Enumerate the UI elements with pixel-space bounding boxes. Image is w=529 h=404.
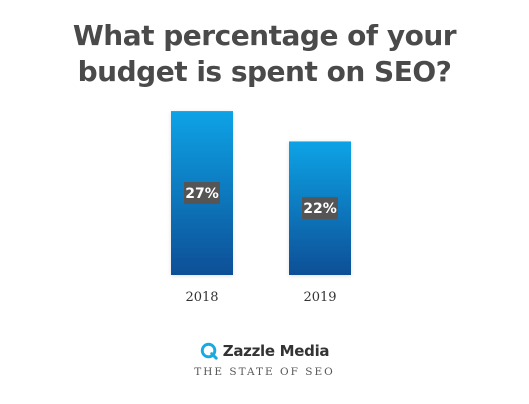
value-label-bg [184, 182, 220, 205]
x-axis-ticks-group: 2018 2019 [185, 290, 336, 305]
chart-title-line-1: What percentage of your [72, 19, 457, 52]
value-label-2018: 27% [184, 182, 220, 205]
brand-logo: Zazzle Media THE STATE OF SEO [0, 342, 529, 378]
logo-row: Zazzle Media [200, 342, 330, 360]
value-labels-group: 27% 22% [184, 182, 338, 220]
chart-title: What percentage of your budget is spent … [0, 18, 529, 90]
logo-tagline: THE STATE OF SEO [194, 366, 335, 378]
value-label-text: 22% [303, 201, 337, 217]
value-label-text: 27% [185, 186, 219, 202]
x-tick-label-2019: 2019 [303, 290, 336, 305]
bars-group [171, 111, 351, 275]
chart-title-line-2: budget is spent on SEO? [77, 55, 452, 88]
logo-name: Zazzle Media [222, 342, 330, 360]
value-label-2019: 22% [302, 197, 338, 220]
zazzle-q-logo-icon [200, 342, 218, 360]
value-label-bg [302, 197, 338, 220]
x-tick-label-2018: 2018 [185, 290, 218, 305]
